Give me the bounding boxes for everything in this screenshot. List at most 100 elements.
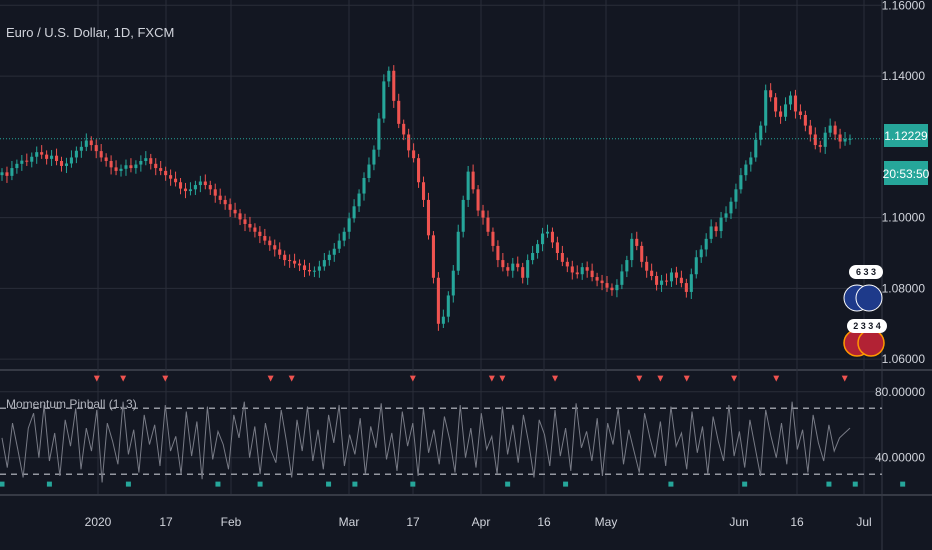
- candle: [843, 131, 847, 146]
- candle: [545, 224, 550, 238]
- candle: [625, 255, 629, 278]
- candle: [580, 262, 584, 280]
- candle: [64, 157, 69, 174]
- candle-body: [417, 158, 421, 183]
- candle: [50, 150, 54, 166]
- candle-body: [228, 204, 232, 210]
- oversold-marker: [900, 481, 906, 487]
- candle-body: [178, 182, 183, 189]
- candle: [347, 212, 351, 239]
- candle-body: [203, 181, 207, 186]
- candle: [198, 175, 202, 193]
- candle: [714, 222, 718, 237]
- eu-events-badge[interactable]: 6 3 3: [843, 265, 883, 312]
- candle-body: [674, 272, 678, 278]
- countdown-label: 20:53:50: [883, 167, 930, 181]
- candle: [25, 153, 29, 166]
- candle: [84, 133, 88, 152]
- candle-body: [159, 168, 163, 171]
- eu-events-count: 6 3 3: [856, 267, 876, 277]
- overbought-marker: [267, 375, 274, 382]
- candle-body: [441, 316, 445, 324]
- candle: [154, 158, 158, 176]
- oversold-marker: [852, 481, 858, 487]
- candle-body: [99, 151, 103, 158]
- overbought-marker: [841, 375, 848, 382]
- candle-body: [783, 104, 788, 117]
- candle-body: [491, 231, 495, 246]
- candle: [694, 250, 698, 279]
- oversold-marker: [826, 481, 832, 487]
- candle-body: [536, 244, 540, 253]
- candle: [486, 210, 490, 237]
- candle: [312, 266, 316, 278]
- candle-body: [55, 155, 59, 161]
- oversold-marker: [742, 481, 748, 487]
- candle: [169, 169, 173, 186]
- candle: [258, 226, 262, 244]
- candle-body: [129, 165, 133, 169]
- candle: [823, 127, 827, 154]
- candle: [749, 151, 753, 172]
- candle: [322, 253, 326, 271]
- candle-body: [560, 253, 564, 262]
- candle-body: [436, 277, 440, 324]
- candle-body: [30, 156, 34, 162]
- candle-body: [823, 132, 827, 147]
- candle: [808, 119, 812, 142]
- oversold-marker: [326, 481, 332, 487]
- candle-body: [198, 181, 202, 186]
- candle-body: [779, 111, 783, 117]
- candle-body: [352, 206, 356, 219]
- candle-body: [615, 284, 619, 291]
- candle-body: [575, 272, 579, 275]
- indicator-title: Momentum Pinball (1, 3): [6, 397, 137, 411]
- oversold-marker: [668, 481, 674, 487]
- indicator-y-tick-label: 40.00000: [875, 451, 925, 465]
- candle-body: [298, 263, 302, 266]
- candle-body: [337, 240, 341, 249]
- candle-body: [183, 188, 188, 192]
- candle-body: [595, 277, 599, 281]
- candle: [372, 145, 376, 171]
- candle-body: [843, 139, 847, 142]
- candle-body: [288, 260, 292, 262]
- candle-body: [451, 270, 455, 296]
- candle: [818, 140, 822, 153]
- candle: [426, 192, 431, 240]
- candle-body: [714, 226, 718, 232]
- oversold-marker: [563, 481, 569, 487]
- candle-body: [79, 146, 83, 151]
- candle: [595, 272, 599, 287]
- candle: [699, 245, 703, 263]
- candle: [674, 266, 678, 285]
- candle-body: [456, 231, 460, 271]
- candle-body: [655, 276, 659, 285]
- candle: [531, 245, 535, 265]
- candle: [104, 153, 108, 167]
- candle-body: [426, 199, 431, 236]
- candle-body: [461, 199, 465, 232]
- candle: [302, 259, 307, 278]
- candle: [317, 260, 321, 278]
- candle-body: [754, 139, 758, 158]
- overbought-marker: [552, 375, 559, 382]
- x-tick-label: 16: [537, 515, 551, 529]
- candle-body: [526, 260, 530, 278]
- us-events-count: 2 3 3 4: [853, 321, 881, 331]
- candle: [436, 272, 440, 331]
- candle: [585, 261, 589, 278]
- candle-body: [828, 125, 832, 133]
- us-events-badge[interactable]: 2 3 3 4: [843, 319, 887, 357]
- y-tick-label: 1.16000: [882, 0, 926, 12]
- candle: [779, 105, 783, 124]
- candle: [511, 257, 515, 278]
- candle-body: [64, 163, 69, 166]
- eu-events-count-bg: [849, 265, 883, 279]
- candle-body: [704, 238, 708, 250]
- oversold-marker: [46, 481, 52, 487]
- candle: [218, 188, 222, 205]
- candle: [213, 183, 217, 203]
